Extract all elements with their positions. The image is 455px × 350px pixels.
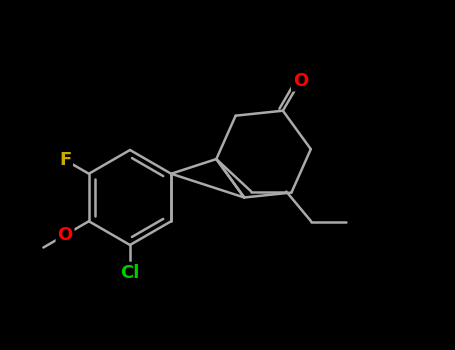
Text: Cl: Cl (120, 264, 140, 281)
Text: O: O (293, 72, 308, 90)
Text: O: O (57, 226, 73, 244)
Text: F: F (59, 151, 71, 169)
